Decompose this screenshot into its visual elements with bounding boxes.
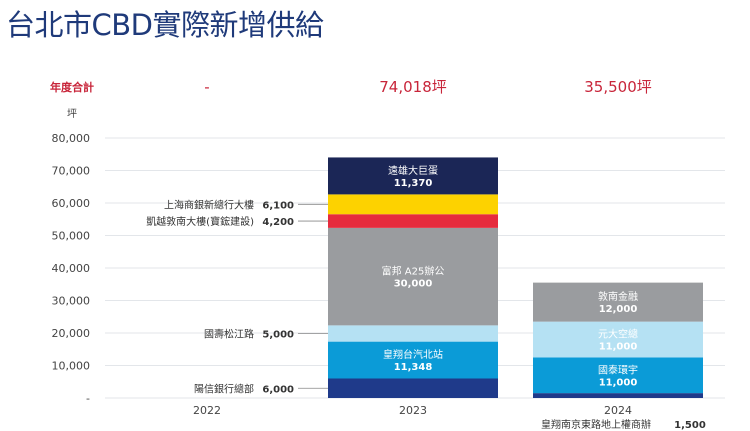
segment-value: 11,370 bbox=[394, 178, 433, 189]
segment-value: 11,000 bbox=[599, 342, 638, 353]
segment-value: 12,000 bbox=[599, 304, 638, 315]
segment-value: 11,348 bbox=[394, 362, 433, 373]
segment-name: 陽信銀行總部 bbox=[194, 382, 254, 395]
x-tick-label: 2024 bbox=[604, 404, 632, 417]
segment-value: 11,000 bbox=[599, 377, 638, 388]
segment-name: 皇翔南京東路地上權商辦 bbox=[541, 418, 651, 431]
bar-segment bbox=[533, 393, 703, 398]
bar-segment bbox=[328, 341, 498, 379]
bar-segment bbox=[533, 321, 703, 358]
totals-label: 年度合計 bbox=[50, 80, 94, 94]
y-tick-label: 50,000 bbox=[52, 230, 91, 243]
x-tick-label: 2022 bbox=[193, 404, 221, 417]
bar-segment bbox=[328, 227, 498, 326]
y-tick-label: 40,000 bbox=[52, 262, 91, 275]
year-total: 35,500坪 bbox=[584, 78, 652, 96]
y-tick-label: 30,000 bbox=[52, 295, 91, 308]
bar-segment bbox=[328, 157, 498, 195]
bar-segment bbox=[328, 325, 498, 342]
bar-segment bbox=[328, 214, 498, 228]
segment-name: 富邦 A25辦公 bbox=[382, 265, 445, 278]
y-tick-label: 60,000 bbox=[52, 197, 91, 210]
year-total: - bbox=[204, 78, 209, 96]
y-tick-label: 70,000 bbox=[52, 165, 91, 178]
segment-name: 元大空總 bbox=[598, 328, 638, 341]
segment-value: 1,500 bbox=[674, 420, 706, 431]
segment-name: 國壽松江路 bbox=[204, 327, 254, 340]
year-total: 74,018坪 bbox=[379, 78, 447, 96]
bar-segment bbox=[328, 378, 498, 398]
bar-segment bbox=[533, 357, 703, 394]
y-tick-label: - bbox=[86, 392, 90, 405]
segment-value: 4,200 bbox=[262, 217, 294, 228]
segment-value: 30,000 bbox=[394, 279, 433, 290]
y-tick-label: 20,000 bbox=[52, 327, 91, 340]
segment-name: 皇翔台汽北站 bbox=[383, 348, 443, 361]
segment-value: 6,000 bbox=[262, 384, 294, 395]
segment-name: 遠雄大巨蛋 bbox=[388, 164, 438, 177]
segment-name: 凱越敦南大樓(寶鋐建設) bbox=[146, 215, 254, 228]
y-axis-label: 坪 bbox=[67, 107, 77, 120]
x-tick-label: 2023 bbox=[399, 404, 427, 417]
segment-name: 國泰環宇 bbox=[598, 363, 638, 376]
segment-value: 5,000 bbox=[262, 329, 294, 340]
segment-name: 上海商銀新總行大樓 bbox=[164, 198, 254, 211]
y-tick-label: 80,000 bbox=[52, 132, 91, 145]
segment-name: 敦南金融 bbox=[598, 290, 638, 303]
bar-segment bbox=[533, 282, 703, 322]
chart-title: 台北市CBD實際新增供給 bbox=[6, 8, 324, 42]
segment-value: 6,100 bbox=[262, 200, 294, 211]
y-tick-label: 10,000 bbox=[52, 360, 91, 373]
bar-segment bbox=[328, 194, 498, 215]
